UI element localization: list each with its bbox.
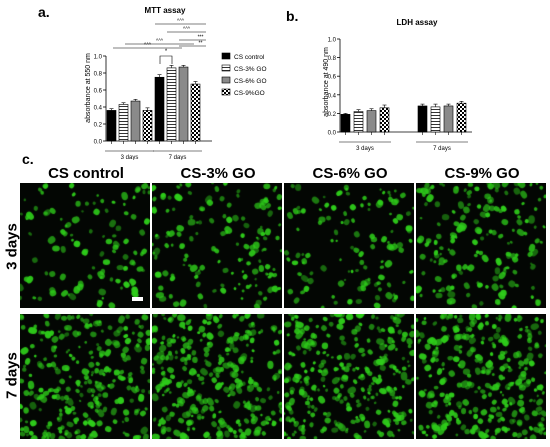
- micrograph-3d-cs-control: [20, 183, 150, 308]
- mtt-legend-swatch: [221, 52, 231, 60]
- ldh-y-tick-label: 0.4: [328, 93, 337, 99]
- mtt-significance-bracket: [159, 55, 173, 64]
- mtt-significance-label: ^^^: [177, 19, 185, 25]
- mtt-legend-swatch: [221, 76, 231, 84]
- mtt-bar: [154, 76, 165, 142]
- row-header-3-days: 3 days: [3, 223, 21, 270]
- mtt-bar: [118, 104, 129, 142]
- ldh-plot-area: 0.0 0.2 0.4 0.6 0.8 1.0 3 days 7 days: [328, 38, 472, 152]
- mtt-bar: [142, 110, 153, 142]
- mtt-y-tick-label: 0.0: [94, 140, 103, 146]
- mtt-significance-label: ***: [198, 35, 204, 41]
- ldh-y-tick-label: 0.8: [328, 56, 337, 62]
- panel-label-a: a.: [38, 4, 50, 20]
- ldh-bar: [366, 110, 377, 133]
- column-header-cs-9-go: CS-9% GO: [444, 165, 520, 182]
- micrograph-3d-cs-6-go: [284, 183, 414, 308]
- mtt-significance-label: ^^^: [183, 27, 191, 33]
- column-header-cs-control: CS control: [48, 165, 124, 182]
- mtt-legend-swatch: [221, 88, 231, 96]
- mtt-y-tick-label: 0.2: [94, 123, 103, 129]
- mtt-bar: [130, 100, 141, 142]
- mtt-legend-label: CS-9%GO: [234, 90, 265, 97]
- mtt-legend-swatch: [221, 64, 231, 72]
- mtt-significance-label: ^^^: [144, 43, 152, 49]
- mtt-bar: [178, 66, 189, 142]
- mtt-legend: CS control CS-3% GO CS-6% GO CS-9%GO: [221, 52, 267, 97]
- ldh-y-axis-label: absorbance at 490 nm: [323, 47, 330, 117]
- micrograph-3d-cs-3-go: [152, 183, 282, 308]
- row-header-7-days: 7 days: [3, 352, 21, 399]
- ldh-y-tick-label: 0.6: [328, 75, 337, 81]
- mtt-legend-label: CS-6% GO: [234, 78, 267, 85]
- mtt-plot-area: 0.00.20.40.60.81.03 days 7 days^^^^^^***^…: [94, 19, 212, 160]
- micrograph-7d-cs-9-go: [416, 314, 546, 439]
- panel-label-b: b.: [286, 8, 299, 24]
- mtt-y-tick-label: 0.4: [94, 106, 103, 112]
- scale-bar: [132, 297, 143, 301]
- ldh-y-tick-label: 0.2: [328, 112, 337, 118]
- ldh-chart-title: LDH assay: [397, 18, 438, 27]
- mtt-y-tick-label: 0.8: [94, 72, 103, 78]
- mtt-y-axis-label: absorbance at 550 nm: [85, 53, 92, 123]
- mtt-y-tick-label: 0.6: [94, 89, 103, 95]
- ldh-bar: [353, 111, 364, 133]
- mtt-bar: [190, 83, 201, 142]
- ldh-assay-chart: LDH assay absorbance at 490 nm 0.0 0.2 0.4…: [323, 18, 472, 152]
- mtt-bar: [166, 67, 177, 142]
- mtt-assay-chart: MTT assay absorbance at 550 nm 0.0 0.2 0.4…: [85, 6, 267, 160]
- mtt-significance-label: ^^^: [156, 39, 164, 45]
- micrograph-3d-cs-9-go: [416, 183, 546, 308]
- column-header-cs-6-go: CS-6% GO: [312, 165, 388, 182]
- ldh-bar: [379, 107, 390, 133]
- mtt-chart-title: MTT assay: [145, 6, 186, 15]
- ldh-bar: [443, 105, 454, 133]
- mtt-category-label: 7 days: [169, 155, 187, 160]
- ldh-category-label: 3 days: [356, 146, 374, 152]
- mtt-legend-label: CS control: [234, 54, 265, 61]
- ldh-bar: [456, 102, 467, 133]
- micrograph-7d-cs-3-go: [152, 314, 282, 439]
- mtt-significance-label: **: [199, 41, 203, 47]
- micrograph-7d-cs-control: [20, 314, 150, 439]
- column-header-cs-3-go: CS-3% GO: [180, 165, 256, 182]
- ldh-y-tick-label: 1.0: [328, 38, 337, 44]
- ldh-bar: [340, 114, 351, 133]
- ldh-bar: [417, 105, 428, 133]
- ldh-y-tick-label: 0.0: [328, 131, 337, 137]
- ldh-bar: [430, 106, 441, 133]
- mtt-category-label: 3 days: [121, 155, 139, 160]
- ldh-category-label: 7 days: [433, 146, 451, 152]
- panel-label-c: c.: [22, 151, 34, 167]
- mtt-legend-label: CS-3% GO: [234, 66, 267, 73]
- mtt-y-tick-label: 1.0: [94, 55, 103, 61]
- mtt-significance-label: *: [165, 49, 168, 55]
- mtt-bar: [106, 110, 117, 142]
- micrograph-7d-cs-6-go: [284, 314, 414, 439]
